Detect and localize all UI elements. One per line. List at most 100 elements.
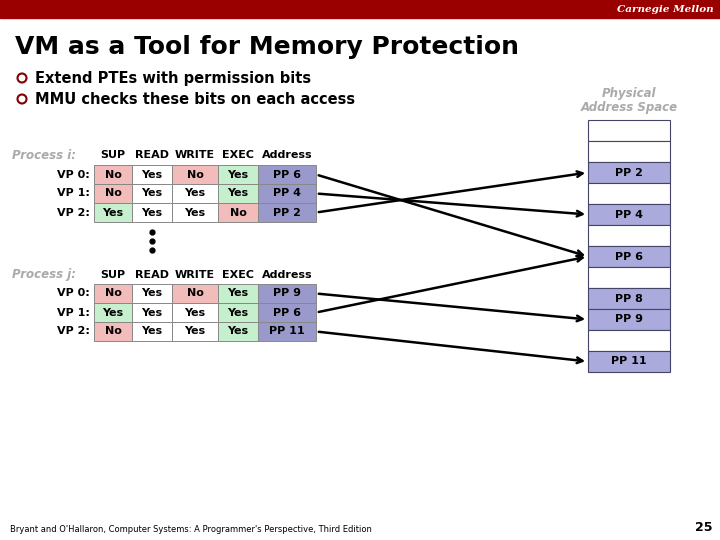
Text: Yes: Yes — [141, 170, 163, 179]
Text: Yes: Yes — [184, 207, 206, 218]
Text: Yes: Yes — [141, 188, 163, 199]
Text: PP 11: PP 11 — [611, 356, 647, 367]
Bar — [132, 165, 172, 184]
Text: Physical: Physical — [602, 87, 656, 100]
Text: Yes: Yes — [102, 307, 124, 318]
Bar — [258, 184, 316, 203]
Text: WRITE: WRITE — [175, 269, 215, 280]
Text: Yes: Yes — [184, 307, 206, 318]
Bar — [588, 309, 670, 330]
Bar — [218, 184, 258, 203]
Bar — [132, 322, 172, 341]
Bar — [588, 204, 670, 225]
Text: No: No — [230, 207, 246, 218]
Text: No: No — [186, 288, 204, 299]
Text: Yes: Yes — [228, 327, 248, 336]
Bar — [258, 203, 316, 222]
Bar — [172, 322, 218, 341]
Text: Yes: Yes — [228, 288, 248, 299]
Text: SUP: SUP — [100, 269, 125, 280]
Bar — [132, 203, 172, 222]
Bar — [588, 225, 670, 246]
Bar — [132, 184, 172, 203]
Text: Process i:: Process i: — [12, 149, 76, 162]
Bar — [588, 330, 670, 351]
Bar — [588, 267, 670, 288]
Bar — [218, 203, 258, 222]
Text: PP 4: PP 4 — [615, 210, 643, 219]
Text: Address Space: Address Space — [580, 100, 678, 113]
Bar — [94, 303, 132, 322]
Text: Yes: Yes — [184, 327, 206, 336]
Text: Yes: Yes — [228, 188, 248, 199]
Bar — [218, 322, 258, 341]
Text: SUP: SUP — [100, 151, 125, 160]
Bar — [132, 303, 172, 322]
Text: 25: 25 — [695, 521, 712, 534]
Text: Carnegie Mellon: Carnegie Mellon — [617, 4, 714, 14]
Bar — [588, 246, 670, 267]
Text: VP 2:: VP 2: — [57, 327, 90, 336]
Text: VP 0:: VP 0: — [58, 288, 90, 299]
Text: Yes: Yes — [141, 207, 163, 218]
Text: Yes: Yes — [228, 307, 248, 318]
Text: Process j:: Process j: — [12, 268, 76, 281]
Bar — [258, 165, 316, 184]
Text: No: No — [104, 327, 122, 336]
Bar — [172, 184, 218, 203]
Text: VP 0:: VP 0: — [58, 170, 90, 179]
Text: Yes: Yes — [141, 307, 163, 318]
Text: Address: Address — [261, 269, 312, 280]
Text: Bryant and O'Hallaron, Computer Systems: A Programmer's Perspective, Third Editi: Bryant and O'Hallaron, Computer Systems:… — [10, 525, 372, 534]
Text: VP 2:: VP 2: — [57, 207, 90, 218]
Text: Yes: Yes — [184, 188, 206, 199]
Text: Yes: Yes — [141, 288, 163, 299]
Text: No: No — [104, 288, 122, 299]
Text: VP 1:: VP 1: — [57, 188, 90, 199]
Text: PP 6: PP 6 — [615, 252, 643, 261]
Bar — [258, 322, 316, 341]
Text: MMU checks these bits on each access: MMU checks these bits on each access — [35, 91, 355, 106]
Text: PP 6: PP 6 — [273, 307, 301, 318]
Bar — [218, 303, 258, 322]
Bar — [94, 184, 132, 203]
Text: No: No — [104, 188, 122, 199]
Text: VM as a Tool for Memory Protection: VM as a Tool for Memory Protection — [15, 35, 519, 59]
Bar — [588, 351, 670, 372]
Bar — [94, 165, 132, 184]
Bar — [588, 141, 670, 162]
Text: No: No — [104, 170, 122, 179]
Bar — [172, 203, 218, 222]
Text: READ: READ — [135, 269, 169, 280]
Bar — [94, 203, 132, 222]
Text: WRITE: WRITE — [175, 151, 215, 160]
Bar — [588, 183, 670, 204]
Bar — [588, 120, 670, 141]
Bar — [0, 0, 720, 18]
Text: EXEC: EXEC — [222, 269, 254, 280]
Bar — [218, 165, 258, 184]
Text: Yes: Yes — [228, 170, 248, 179]
Text: VP 1:: VP 1: — [57, 307, 90, 318]
Bar — [172, 165, 218, 184]
Text: PP 9: PP 9 — [273, 288, 301, 299]
Text: No: No — [186, 170, 204, 179]
Text: PP 8: PP 8 — [615, 294, 643, 303]
Text: PP 11: PP 11 — [269, 327, 305, 336]
Bar — [132, 284, 172, 303]
Text: PP 4: PP 4 — [273, 188, 301, 199]
Bar — [172, 284, 218, 303]
Bar — [258, 303, 316, 322]
Bar — [258, 284, 316, 303]
Bar — [588, 162, 670, 183]
Text: Yes: Yes — [102, 207, 124, 218]
Bar — [94, 322, 132, 341]
Text: Yes: Yes — [141, 327, 163, 336]
Text: Address: Address — [261, 151, 312, 160]
Bar — [94, 284, 132, 303]
Text: PP 2: PP 2 — [615, 167, 643, 178]
Bar — [172, 303, 218, 322]
Bar — [218, 284, 258, 303]
Text: READ: READ — [135, 151, 169, 160]
Text: PP 9: PP 9 — [615, 314, 643, 325]
